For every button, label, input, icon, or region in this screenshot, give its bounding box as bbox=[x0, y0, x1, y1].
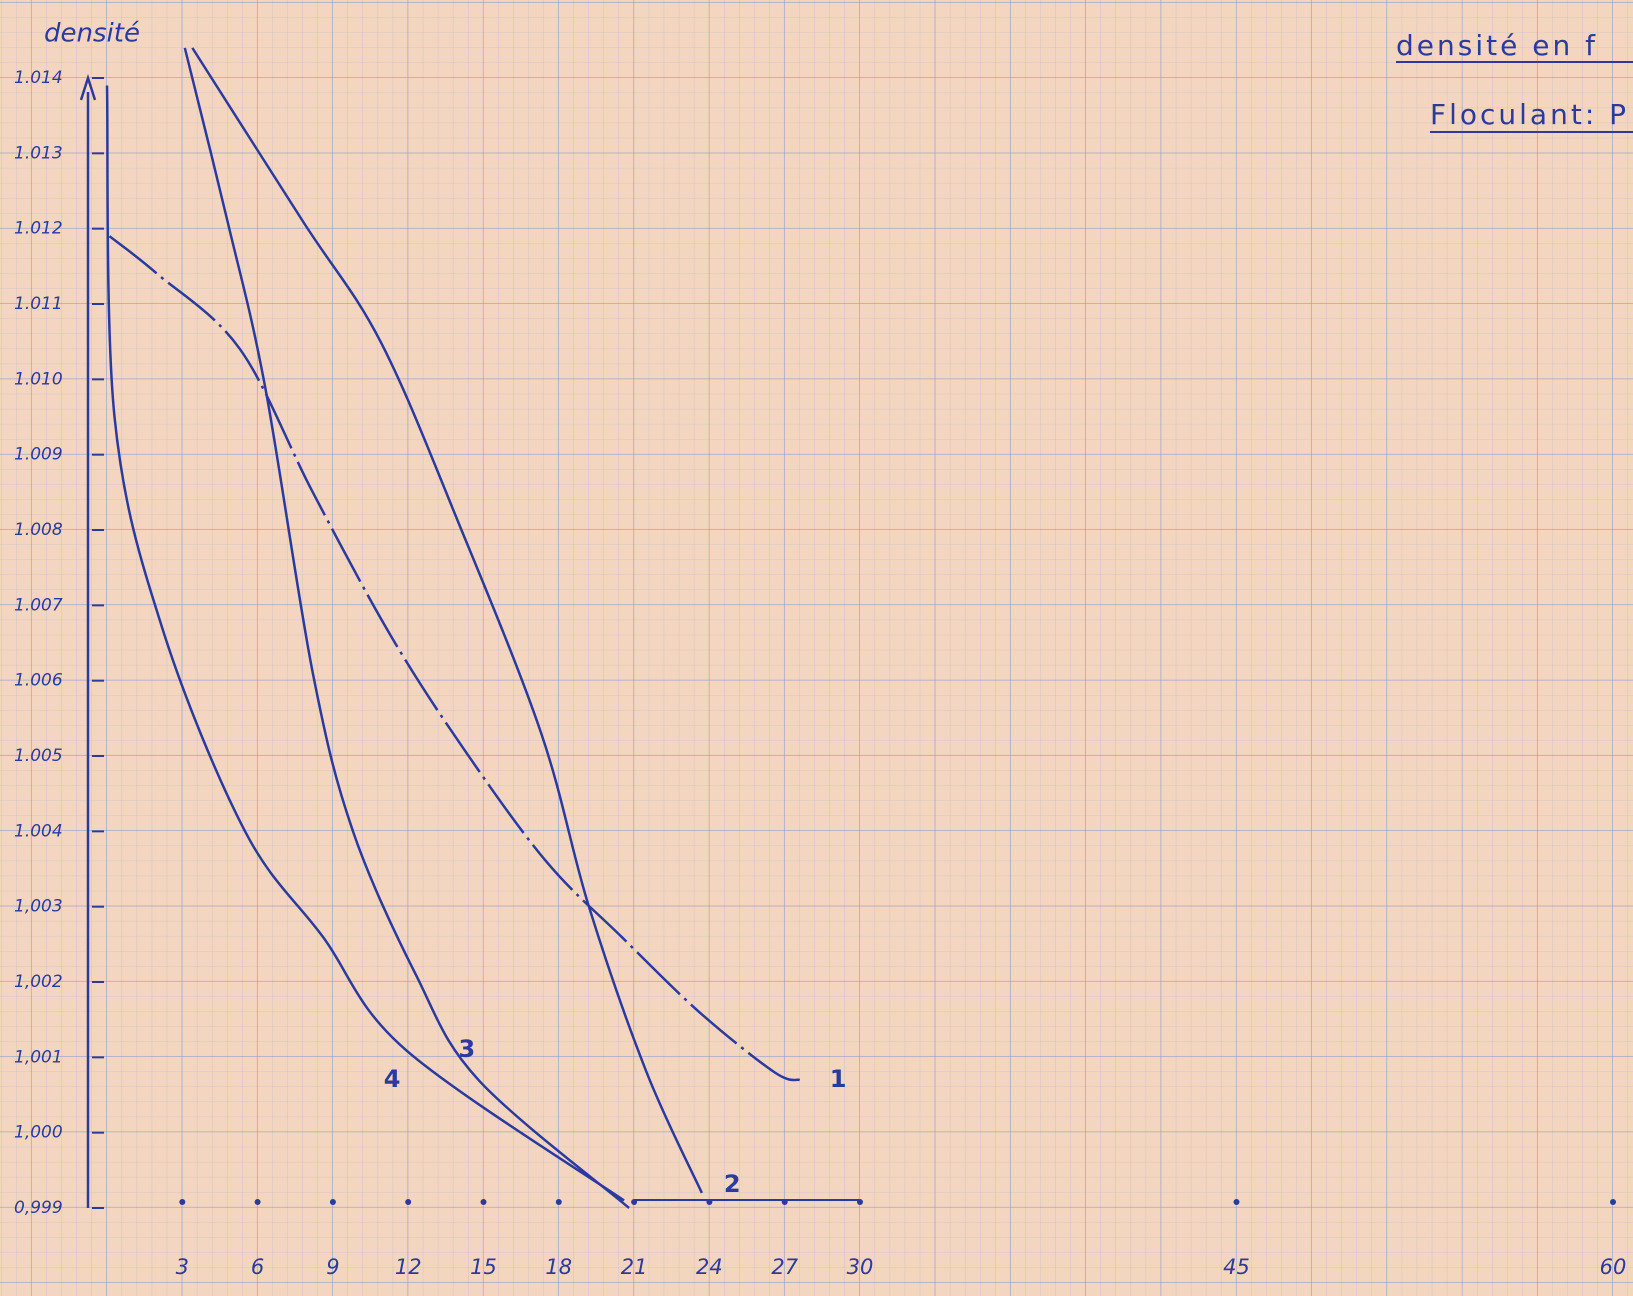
chart: densité densité en f Floculant: P 1.014 1… bbox=[0, 0, 1633, 1296]
y-tick-label: 1.011 bbox=[14, 294, 63, 314]
x-tick bbox=[782, 1199, 788, 1205]
x-tick bbox=[255, 1199, 261, 1205]
y-tick-label: 1.006 bbox=[14, 671, 63, 691]
x-tick bbox=[631, 1199, 637, 1205]
chart-title: densité en f bbox=[1396, 29, 1598, 62]
series-label: 3 bbox=[458, 1035, 475, 1063]
y-tick-label: 1.013 bbox=[14, 143, 63, 163]
x-tick-label: 15 bbox=[470, 1255, 497, 1279]
x-tick-label: 6 bbox=[251, 1255, 264, 1279]
graph-paper-major bbox=[0, 0, 1633, 1296]
y-tick-label: 1.009 bbox=[14, 445, 63, 465]
x-tick-label: 27 bbox=[771, 1255, 798, 1279]
x-tick bbox=[405, 1199, 411, 1205]
series-label: 2 bbox=[724, 1170, 741, 1198]
series-label: 4 bbox=[384, 1065, 401, 1093]
x-tick-label: 60 bbox=[1600, 1255, 1627, 1279]
series-label: 1 bbox=[830, 1065, 847, 1093]
y-tick-label: 1.004 bbox=[14, 821, 63, 841]
x-tick bbox=[706, 1199, 712, 1205]
y-tick-label: 1,003 bbox=[14, 897, 63, 917]
page: densité densité en f Floculant: P 1.014 1… bbox=[0, 0, 1633, 1296]
x-tick-label: 24 bbox=[696, 1255, 723, 1279]
y-tick-label: 1.012 bbox=[14, 219, 63, 239]
x-tick bbox=[857, 1199, 863, 1205]
x-tick-label: 30 bbox=[847, 1255, 874, 1279]
y-tick-label: 1.014 bbox=[14, 68, 63, 88]
x-tick-label: 21 bbox=[621, 1255, 648, 1279]
x-tick bbox=[1234, 1199, 1240, 1205]
y-axis-label: densité bbox=[44, 19, 140, 49]
y-tick-label: 1.008 bbox=[14, 520, 63, 540]
y-tick-label: 1,001 bbox=[14, 1047, 63, 1067]
x-tick-label: 45 bbox=[1223, 1255, 1250, 1279]
y-tick-label: 1.005 bbox=[14, 746, 63, 766]
x-tick bbox=[481, 1199, 487, 1205]
y-tick-label: 1.010 bbox=[14, 369, 63, 389]
y-tick-label: 0,999 bbox=[14, 1198, 63, 1218]
y-tick-label: 1,000 bbox=[14, 1123, 63, 1143]
x-tick-label: 18 bbox=[545, 1255, 572, 1279]
x-tick-label: 3 bbox=[176, 1255, 189, 1279]
x-tick bbox=[179, 1199, 185, 1205]
x-tick-label: 12 bbox=[395, 1255, 422, 1279]
x-tick-label: 9 bbox=[326, 1255, 339, 1279]
x-tick bbox=[556, 1199, 562, 1205]
x-tick bbox=[330, 1199, 336, 1205]
y-tick-label: 1.007 bbox=[14, 595, 63, 615]
chart-subtitle: Floculant: P bbox=[1430, 98, 1629, 131]
y-tick-label: 1,002 bbox=[14, 972, 63, 992]
x-tick bbox=[1610, 1199, 1616, 1205]
